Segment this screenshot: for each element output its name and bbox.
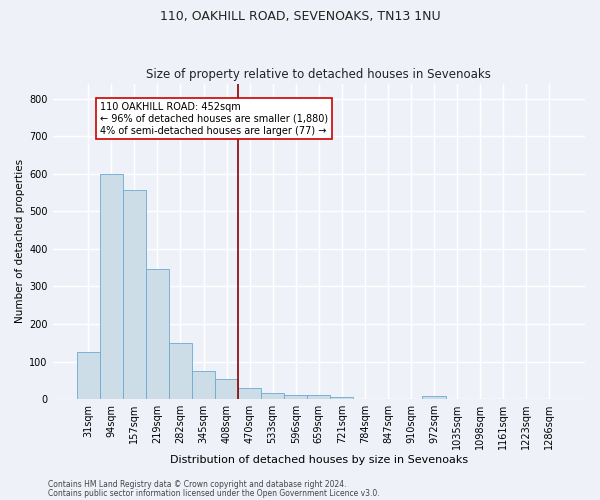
Text: 110, OAKHILL ROAD, SEVENOAKS, TN13 1NU: 110, OAKHILL ROAD, SEVENOAKS, TN13 1NU <box>160 10 440 23</box>
Bar <box>77 352 100 399</box>
Y-axis label: Number of detached properties: Number of detached properties <box>15 160 25 324</box>
Bar <box>215 379 238 399</box>
Text: Contains HM Land Registry data © Crown copyright and database right 2024.: Contains HM Land Registry data © Crown c… <box>48 480 347 489</box>
Bar <box>100 174 123 399</box>
Bar <box>422 396 446 399</box>
Text: Contains public sector information licensed under the Open Government Licence v3: Contains public sector information licen… <box>48 488 380 498</box>
Bar <box>169 342 192 399</box>
Bar <box>123 190 146 399</box>
Bar <box>307 394 330 399</box>
Bar <box>284 394 307 399</box>
Title: Size of property relative to detached houses in Sevenoaks: Size of property relative to detached ho… <box>146 68 491 81</box>
Bar <box>238 388 261 399</box>
Bar <box>192 370 215 399</box>
Bar <box>261 394 284 399</box>
Text: 110 OAKHILL ROAD: 452sqm
← 96% of detached houses are smaller (1,880)
4% of semi: 110 OAKHILL ROAD: 452sqm ← 96% of detach… <box>100 102 328 136</box>
Bar <box>146 268 169 399</box>
X-axis label: Distribution of detached houses by size in Sevenoaks: Distribution of detached houses by size … <box>170 455 468 465</box>
Bar <box>330 397 353 399</box>
